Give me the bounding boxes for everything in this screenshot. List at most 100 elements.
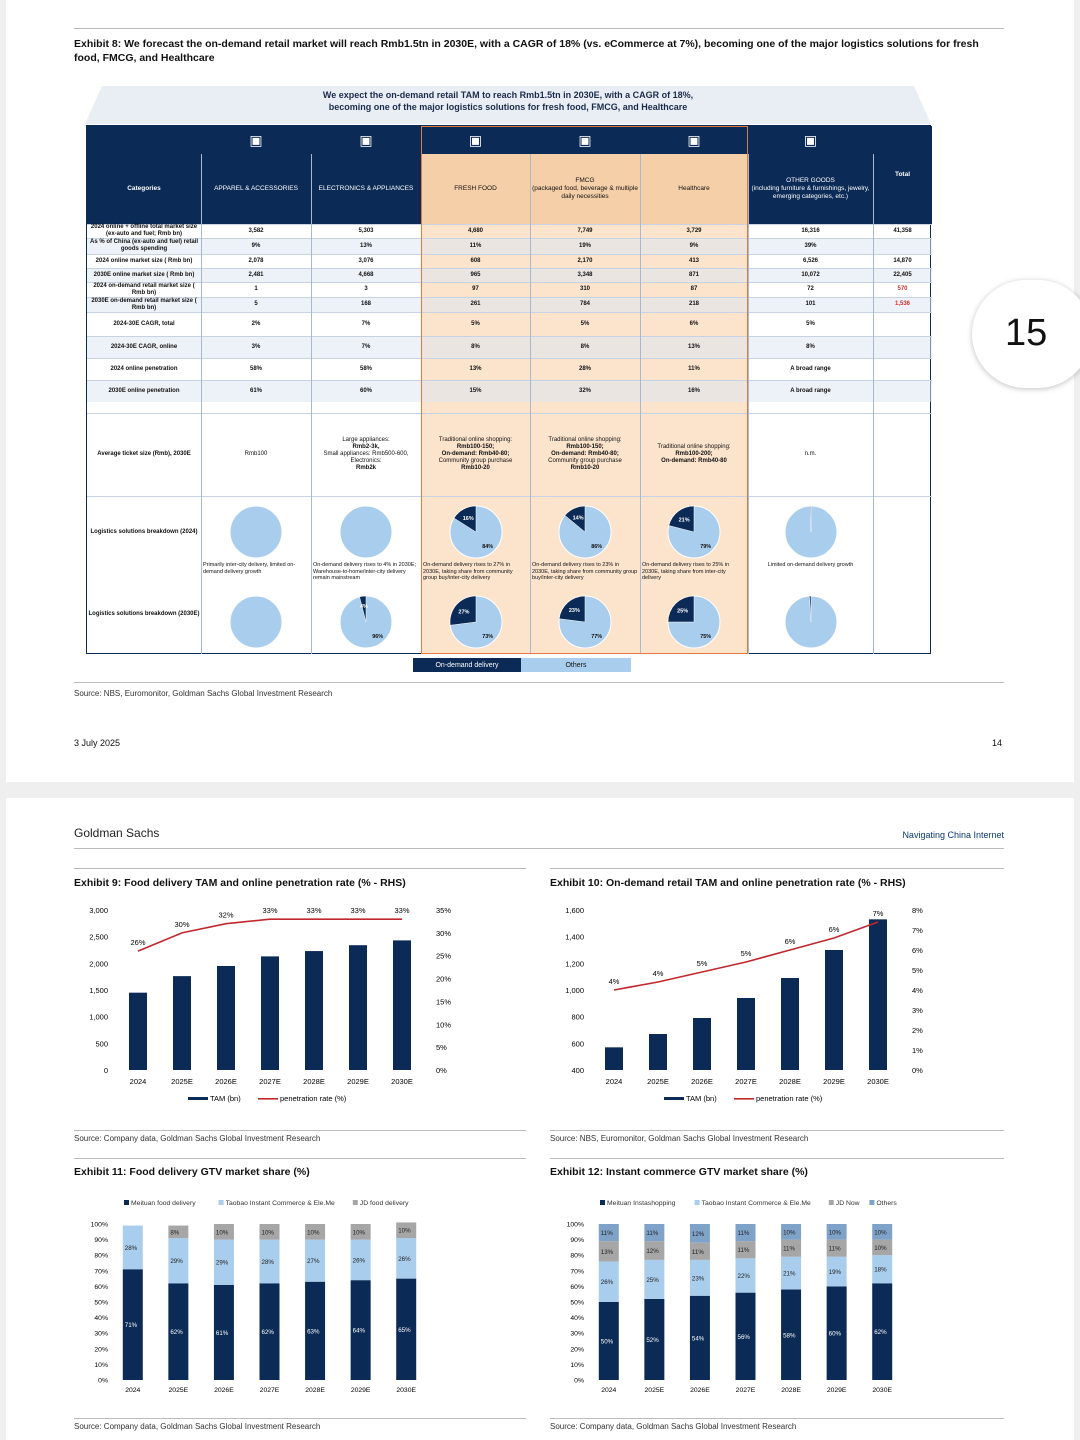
y-tick-label: 1,000 xyxy=(565,986,584,995)
ticket-line: Community group purchase xyxy=(548,457,622,464)
stack-segment xyxy=(826,1224,847,1240)
penetration-label: 6% xyxy=(785,937,796,946)
page-indicator-badge[interactable]: 15 xyxy=(972,280,1080,388)
segment-label: 10% xyxy=(398,1228,411,1235)
row-stripe xyxy=(87,238,932,254)
exhibit11-title: Exhibit 11: Food delivery GTV market sha… xyxy=(74,1166,310,1178)
segment-label: 10% xyxy=(307,1229,320,1236)
legend-penetration: penetration rate (%) xyxy=(280,1094,347,1103)
stack-segment xyxy=(259,1283,280,1380)
table-cell: 2,170 xyxy=(577,257,593,264)
table-cell: 3% xyxy=(251,343,261,350)
legend-penetration-swatch xyxy=(258,1098,278,1100)
table-cell: 28% xyxy=(578,365,591,372)
row-divider xyxy=(87,336,932,337)
table-cell xyxy=(873,358,932,380)
tam-bar xyxy=(173,976,191,1070)
y-tick-label: 400 xyxy=(571,1066,584,1075)
segment-label: 11% xyxy=(829,1246,841,1253)
segment-label: 64% xyxy=(353,1328,366,1335)
legend-label: Others xyxy=(876,1200,897,1207)
stack-segment xyxy=(168,1238,189,1284)
pie-label-on-demand: 27% xyxy=(458,609,469,615)
row-label: 2024-30E CAGR, total xyxy=(113,320,175,327)
table-cell: 4,668 xyxy=(358,271,374,278)
exhibit9-chart: 0 500 1,000 1,500 2,000 2,500 3,000 0% 5% 10% 15% 2… xyxy=(89,906,451,1103)
y-tick-label: 50% xyxy=(94,1300,108,1307)
stack-segment xyxy=(259,1224,280,1240)
row-label: 2024 online market size ( Rmb bn) xyxy=(95,257,193,264)
x-tick-label: 2028E xyxy=(303,1077,325,1086)
stack-segment xyxy=(689,1259,710,1296)
y2-tick-label: 10% xyxy=(436,1020,451,1029)
segment-label: 11% xyxy=(738,1230,750,1237)
legend-tam: TAM (bn) xyxy=(686,1094,717,1103)
header-sublabel: (packaged food, beverage & multiple dail… xyxy=(532,185,638,200)
stack-segment xyxy=(735,1224,756,1242)
segment-label: 61% xyxy=(216,1330,229,1337)
table-cell: 5% xyxy=(806,320,815,327)
y2-tick-label: 7% xyxy=(912,926,923,935)
ticket-line: Community group purchase xyxy=(438,457,513,464)
ticket-line: Rmb2-3k, xyxy=(352,443,380,450)
tam-bar xyxy=(217,966,235,1070)
penetration-line xyxy=(137,918,402,952)
table-cell: 218 xyxy=(688,301,699,307)
page-indicator-number: 15 xyxy=(1005,312,1048,354)
y-tick-label: 1,600 xyxy=(565,906,584,915)
table-icon-row xyxy=(87,126,932,154)
table-cell: 8% xyxy=(580,343,590,350)
header-1: ELECTRONICS & APPLIANCES xyxy=(311,154,421,224)
stack-segment xyxy=(168,1225,189,1239)
pie-label-others: 73% xyxy=(482,634,493,640)
exhibit12-chart: Meituan Instashopping Taobao Instant Comm… xyxy=(567,1200,897,1394)
ticket-cell: n.m. xyxy=(748,413,873,495)
ticket-cell: Large appliances: Rmb2-3k, Small appliance… xyxy=(311,413,421,495)
ticket-line: On-demand: Rmb40-80; xyxy=(551,450,619,457)
banner-text: We expect the on-demand retail TAM to re… xyxy=(85,89,931,113)
tam-bar xyxy=(129,992,147,1070)
x-tick-label: 2029E xyxy=(827,1387,847,1394)
y-tick-label: 0% xyxy=(574,1378,584,1385)
ex11-source-rule xyxy=(74,1418,526,1419)
exhibit10-title: Exhibit 10: On-demand retail TAM and onl… xyxy=(550,877,906,889)
segment-label: 11% xyxy=(601,1230,613,1237)
stack-segment xyxy=(598,1224,619,1242)
y-tick-label: 1,000 xyxy=(89,1013,108,1022)
segment-label: 23% xyxy=(692,1275,705,1282)
ex11-rule xyxy=(74,1158,526,1159)
table-cell: 965 xyxy=(470,271,481,278)
stack-segment xyxy=(598,1241,619,1262)
segment-label: 10% xyxy=(262,1229,275,1236)
section-name: Navigating China Internet xyxy=(902,830,1004,840)
pie-slice-on-demand xyxy=(667,595,695,623)
x-tick-label: 2027E xyxy=(735,1077,757,1086)
stack-segment xyxy=(781,1289,802,1380)
segment-label: 28% xyxy=(262,1259,275,1266)
pie-2024-0 xyxy=(229,505,283,559)
x-tick-label: 2025E xyxy=(169,1387,189,1394)
row-divider xyxy=(87,282,932,283)
x-tick-label: 2030E xyxy=(396,1387,416,1394)
tam-bar xyxy=(305,951,323,1070)
pie-note: On-demand delivery rises to 25% in 2030E… xyxy=(642,562,730,581)
exhibit12-title: Exhibit 12: Instant commerce GTV market … xyxy=(550,1166,808,1178)
banner: We expect the on-demand retail TAM to re… xyxy=(85,86,931,124)
x-tick-label: 2030E xyxy=(867,1077,889,1086)
y2-tick-label: 1% xyxy=(912,1046,923,1055)
segment-label: 26% xyxy=(353,1257,366,1264)
legend-swatch xyxy=(694,1200,700,1205)
segment-label: 54% xyxy=(692,1335,705,1342)
hanger-icon: ▣ xyxy=(249,132,263,148)
pie-label-on-demand: 4% xyxy=(360,604,368,610)
ticket-line: Small appliances: Rmb500-600, xyxy=(323,450,409,457)
pie-slice-on-demand xyxy=(359,595,367,623)
y-tick-label: 1,400 xyxy=(565,933,584,942)
table-cell: 7,749 xyxy=(577,227,593,234)
ex10-rule xyxy=(550,868,1004,869)
legend-tam-swatch xyxy=(188,1097,208,1100)
pie-slice-on-demand xyxy=(558,595,586,623)
x-tick-label: 2028E xyxy=(781,1387,801,1394)
pie-slice-others xyxy=(229,595,283,649)
pie-2030e-0 xyxy=(229,595,283,649)
